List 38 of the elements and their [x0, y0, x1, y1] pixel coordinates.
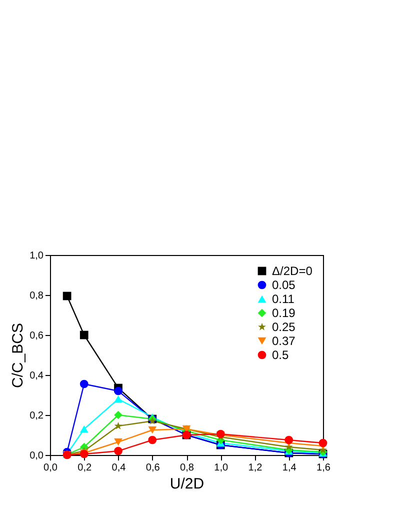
point [318, 438, 328, 448]
legend-label: 0.37 [272, 334, 296, 348]
x-tick-label: 0,0 [44, 462, 58, 474]
y-tick-label: 0,6 [30, 330, 44, 342]
y-tick-label: 0,2 [30, 410, 44, 422]
x-tick-label: 0,4 [112, 462, 126, 474]
legend-label: 0.11 [272, 292, 295, 306]
legend-label: 0.5 [272, 348, 290, 362]
y-axis-title: C/C_BCS [10, 322, 27, 388]
x-tick-label: 0,8 [180, 462, 194, 474]
point [80, 425, 88, 433]
x-tick-label: 1,2 [248, 462, 263, 474]
point [114, 395, 122, 403]
legend-label: 0.25 [272, 320, 296, 334]
point [114, 410, 122, 420]
x-tick-label: 1,6 [316, 462, 331, 474]
point [148, 426, 157, 434]
legend-label: Δ/2D=0 [272, 264, 313, 278]
legend-label: 0.19 [272, 306, 296, 320]
point [62, 292, 72, 300]
y-tick-label: 1,0 [30, 250, 44, 262]
x-tick-label: 0,2 [78, 462, 92, 474]
point [80, 330, 88, 340]
y-tick-label: 0,8 [30, 290, 44, 302]
point [148, 436, 157, 444]
x-axis-title: U/2D [170, 476, 204, 492]
point [114, 446, 122, 456]
x-tick-label: 1,4 [282, 462, 297, 474]
point [80, 380, 88, 388]
point [114, 386, 122, 396]
y-tick-label: 0,0 [30, 450, 44, 462]
x-tick-label: 1,0 [214, 462, 229, 474]
point [114, 422, 122, 430]
point [284, 436, 294, 444]
legend-label: 0.05 [272, 278, 296, 292]
y-tick-label: 0,4 [30, 370, 44, 382]
x-tick-label: 0,6 [146, 462, 160, 474]
point [114, 438, 122, 446]
